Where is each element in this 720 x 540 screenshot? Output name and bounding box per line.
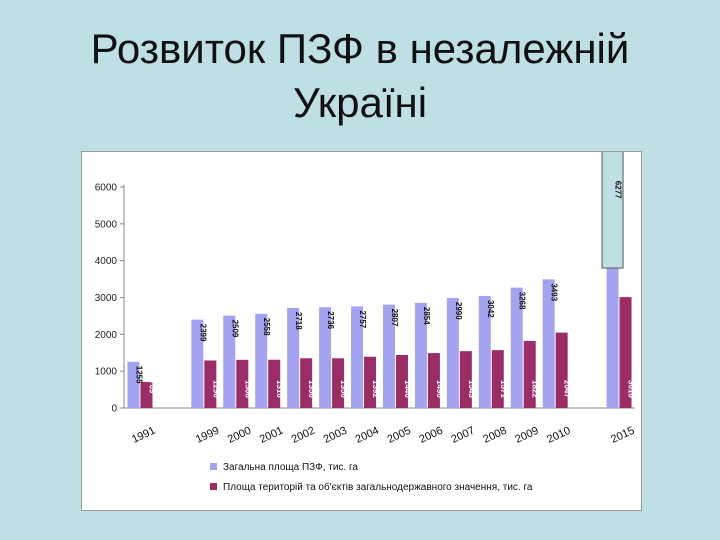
x-tick-label: 2005 (386, 425, 413, 446)
x-tick-label: 2002 (290, 425, 317, 446)
x-tick-label: 2007 (449, 425, 476, 446)
data-label: 3010 (627, 380, 636, 398)
bar-national-area (427, 353, 440, 408)
data-label: 1440 (403, 380, 412, 398)
bar-total-area (191, 319, 204, 408)
bar-total-area (510, 287, 523, 408)
bar-national-area (395, 354, 408, 408)
data-label: 2047 (563, 380, 572, 398)
bar-national-area (459, 351, 472, 408)
y-tick-label: 0 (111, 404, 117, 415)
data-label: 2990 (454, 302, 463, 320)
bar-national-area (268, 359, 281, 408)
x-tick-label: 2000 (226, 425, 253, 446)
data-label: 2854 (422, 307, 431, 325)
title-line-1: Розвиток ПЗФ в незалежній (90, 25, 630, 72)
title-line-2: Україні (292, 79, 428, 126)
data-label: 2558 (262, 318, 271, 336)
bar-national-area (300, 358, 313, 408)
x-tick-label: 2004 (354, 425, 381, 446)
data-label: 1350 (339, 380, 348, 398)
y-tick-label: 6000 (95, 183, 118, 194)
data-label: 1310 (275, 380, 284, 398)
data-label: 1571 (499, 380, 508, 398)
chart-panel: 0 1000 2000 3000 4000 5000 6000 1255 709 2399 1290… (81, 151, 642, 511)
data-label: 2509 (230, 320, 239, 338)
bar-total-area (478, 295, 491, 408)
bar-total-area (319, 307, 332, 408)
data-label: 3493 (550, 283, 559, 301)
data-label: 709 (147, 380, 156, 394)
y-tick-label: 5000 (95, 219, 118, 230)
y-tick-label: 3000 (95, 293, 118, 304)
legend-label-national: Площа територій та об'єктів загальнодерж… (223, 481, 533, 493)
y-tick-label: 4000 (95, 256, 118, 267)
legend-label-total: Загальна площа ПЗФ, тис. га (223, 462, 358, 473)
bar-total-area (446, 297, 459, 408)
bar-total-area (542, 279, 555, 408)
data-label: 2807 (390, 309, 399, 327)
overlay-rectangle (601, 152, 624, 269)
bar-total-area (382, 304, 395, 408)
legend-swatch-total (210, 463, 217, 470)
bar-chart: 0 1000 2000 3000 4000 5000 6000 1255 709 2399 1290… (95, 152, 636, 493)
bar-national-area (204, 360, 217, 408)
data-label: 1350 (307, 380, 316, 398)
bar-national-area (555, 332, 568, 408)
data-label: 1392 (371, 380, 380, 398)
bar-total-area (255, 313, 268, 408)
x-tick-label: 2003 (322, 425, 349, 446)
x-tick-label: 2010 (545, 425, 572, 446)
data-label: 2757 (358, 310, 367, 328)
data-label: 2399 (198, 324, 207, 342)
y-tick-label: 1000 (95, 367, 118, 378)
data-label: 2736 (326, 311, 335, 329)
data-label: 6277 (614, 181, 623, 199)
x-tick-label: 2015 (609, 425, 636, 446)
bar-total-area (351, 306, 364, 408)
data-label: 3268 (518, 292, 527, 310)
x-tick-label: 2008 (481, 425, 508, 446)
bar-national-area (364, 356, 377, 408)
data-label: 1822 (531, 380, 540, 398)
bar-national-area (140, 381, 153, 408)
bar-total-area (127, 361, 140, 408)
data-label: 1543 (467, 380, 476, 398)
bar-total-area (287, 307, 300, 408)
bar-total-area (223, 315, 236, 408)
data-label: 1290 (211, 380, 220, 398)
bar-national-area (619, 297, 632, 408)
x-tick-label: 2009 (513, 425, 540, 446)
data-label: 2718 (294, 312, 303, 330)
bar-national-area (491, 350, 504, 408)
slide-title: Розвиток ПЗФ в незалежній Україні (40, 22, 680, 130)
bar-national-area (236, 359, 249, 408)
y-tick-label: 2000 (95, 330, 118, 341)
x-tick-label: 2006 (418, 425, 445, 446)
x-tick-label: 1999 (194, 425, 221, 446)
legend-swatch-national (210, 483, 217, 490)
bar-total-area (414, 302, 427, 408)
data-label: 1490 (435, 380, 444, 398)
bar-national-area (523, 340, 536, 408)
data-label: 1308 (243, 380, 252, 398)
data-label: 1255 (134, 366, 143, 384)
x-tick-label: 2001 (258, 425, 285, 446)
bar-national-area (332, 358, 345, 408)
data-label: 3042 (486, 300, 495, 318)
x-tick-label: 1991 (130, 425, 157, 446)
